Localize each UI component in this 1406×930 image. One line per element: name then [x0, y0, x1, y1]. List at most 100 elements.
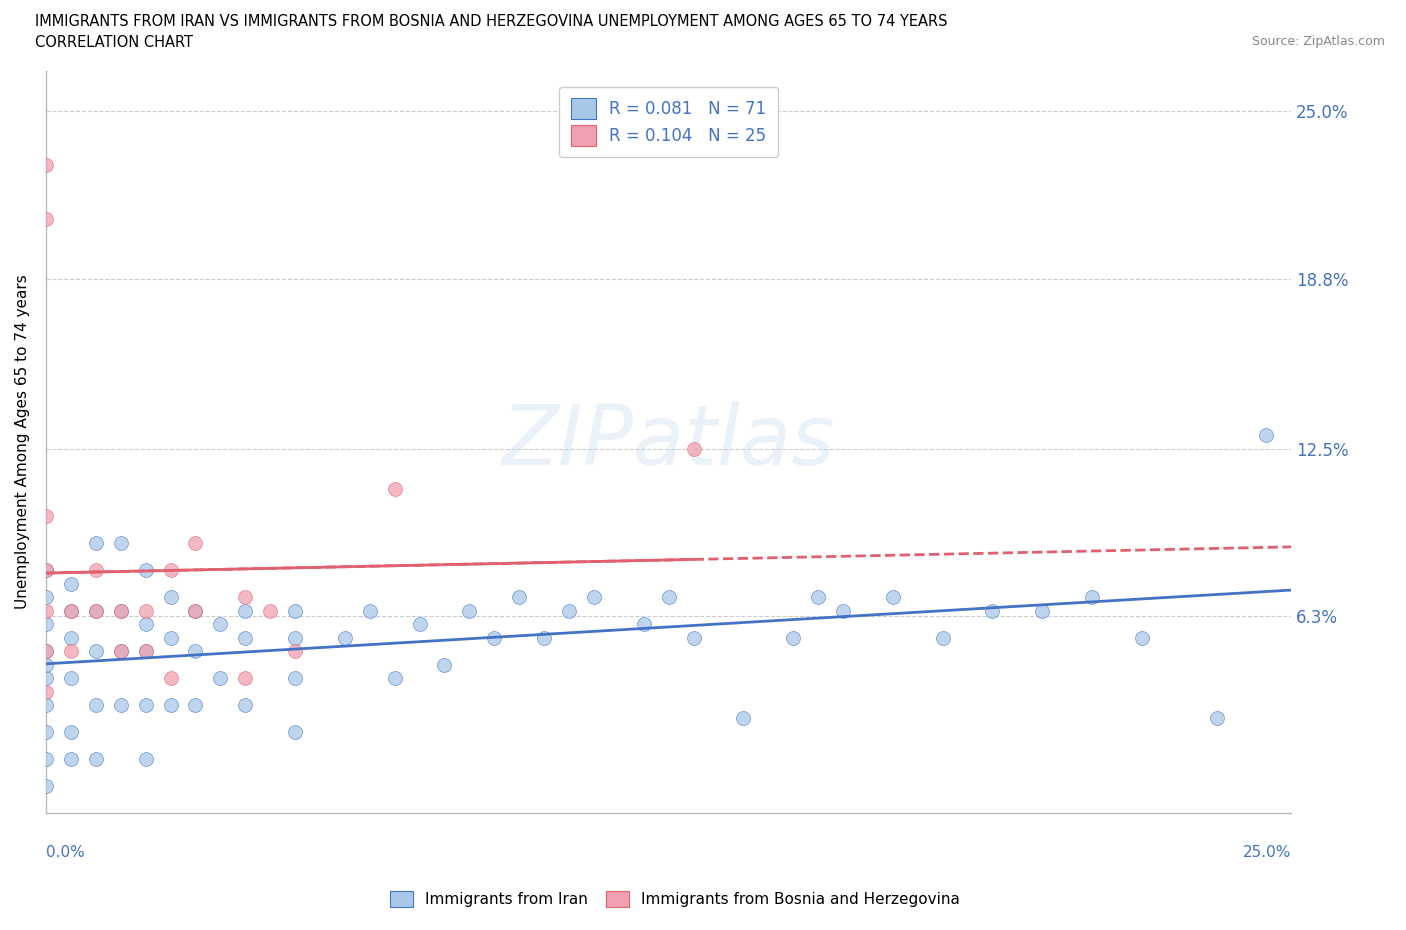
Point — [384, 482, 406, 497]
Text: Source: ZipAtlas.com: Source: ZipAtlas.com — [1251, 35, 1385, 48]
Y-axis label: Unemployment Among Ages 65 to 74 years: Unemployment Among Ages 65 to 74 years — [15, 274, 30, 609]
Point — [59, 724, 82, 739]
Point — [931, 631, 953, 645]
Point — [135, 751, 157, 766]
Point — [135, 563, 157, 578]
Text: IMMIGRANTS FROM IRAN VS IMMIGRANTS FROM BOSNIA AND HERZEGOVINA UNEMPLOYMENT AMON: IMMIGRANTS FROM IRAN VS IMMIGRANTS FROM … — [35, 14, 948, 29]
Point — [408, 617, 430, 631]
Point — [35, 724, 58, 739]
Point — [84, 604, 107, 618]
Point — [35, 617, 58, 631]
Point — [35, 778, 58, 793]
Point — [458, 604, 481, 618]
Point — [284, 671, 307, 685]
Point — [1130, 631, 1153, 645]
Point — [135, 644, 157, 658]
Point — [333, 631, 356, 645]
Point — [59, 604, 82, 618]
Point — [35, 751, 58, 766]
Text: 0.0%: 0.0% — [46, 845, 84, 860]
Point — [558, 604, 581, 618]
Point — [832, 604, 855, 618]
Point — [35, 644, 58, 658]
Point — [110, 644, 132, 658]
Point — [284, 724, 307, 739]
Point — [35, 644, 58, 658]
Point — [209, 617, 232, 631]
Point — [35, 604, 58, 618]
Point — [159, 671, 181, 685]
Point — [35, 563, 58, 578]
Point — [110, 536, 132, 551]
Point — [35, 684, 58, 699]
Point — [84, 604, 107, 618]
Point — [209, 671, 232, 685]
Point — [284, 631, 307, 645]
Point — [682, 631, 704, 645]
Point — [284, 644, 307, 658]
Point — [981, 604, 1004, 618]
Legend: R = 0.081   N = 71, R = 0.104   N = 25: R = 0.081 N = 71, R = 0.104 N = 25 — [560, 86, 778, 157]
Point — [533, 631, 555, 645]
Point — [135, 644, 157, 658]
Point — [184, 536, 207, 551]
Point — [59, 604, 82, 618]
Point — [233, 590, 256, 604]
Point — [658, 590, 681, 604]
Point — [682, 441, 704, 456]
Point — [782, 631, 804, 645]
Point — [184, 698, 207, 712]
Point — [284, 604, 307, 618]
Point — [384, 671, 406, 685]
Point — [35, 509, 58, 524]
Point — [110, 698, 132, 712]
Point — [84, 644, 107, 658]
Point — [84, 536, 107, 551]
Point — [184, 604, 207, 618]
Point — [35, 698, 58, 712]
Point — [35, 212, 58, 227]
Point — [1031, 604, 1053, 618]
Point — [84, 563, 107, 578]
Text: CORRELATION CHART: CORRELATION CHART — [35, 35, 193, 50]
Point — [484, 631, 506, 645]
Text: 25.0%: 25.0% — [1243, 845, 1291, 860]
Point — [359, 604, 381, 618]
Point — [110, 644, 132, 658]
Point — [1205, 711, 1227, 726]
Point — [882, 590, 904, 604]
Point — [35, 563, 58, 578]
Point — [159, 563, 181, 578]
Point — [259, 604, 281, 618]
Point — [35, 658, 58, 672]
Point — [1081, 590, 1104, 604]
Point — [582, 590, 605, 604]
Point — [110, 604, 132, 618]
Point — [807, 590, 830, 604]
Point — [184, 644, 207, 658]
Point — [59, 644, 82, 658]
Point — [35, 671, 58, 685]
Point — [59, 631, 82, 645]
Point — [59, 751, 82, 766]
Point — [233, 698, 256, 712]
Point — [159, 631, 181, 645]
Point — [233, 631, 256, 645]
Text: ZIPatlas: ZIPatlas — [502, 402, 835, 483]
Point — [35, 158, 58, 173]
Point — [110, 604, 132, 618]
Point — [135, 617, 157, 631]
Point — [508, 590, 530, 604]
Point — [84, 751, 107, 766]
Point — [59, 576, 82, 591]
Point — [135, 604, 157, 618]
Point — [233, 604, 256, 618]
Point — [135, 698, 157, 712]
Point — [633, 617, 655, 631]
Point — [159, 698, 181, 712]
Point — [433, 658, 456, 672]
Point — [59, 671, 82, 685]
Point — [233, 671, 256, 685]
Point — [184, 604, 207, 618]
Point — [733, 711, 755, 726]
